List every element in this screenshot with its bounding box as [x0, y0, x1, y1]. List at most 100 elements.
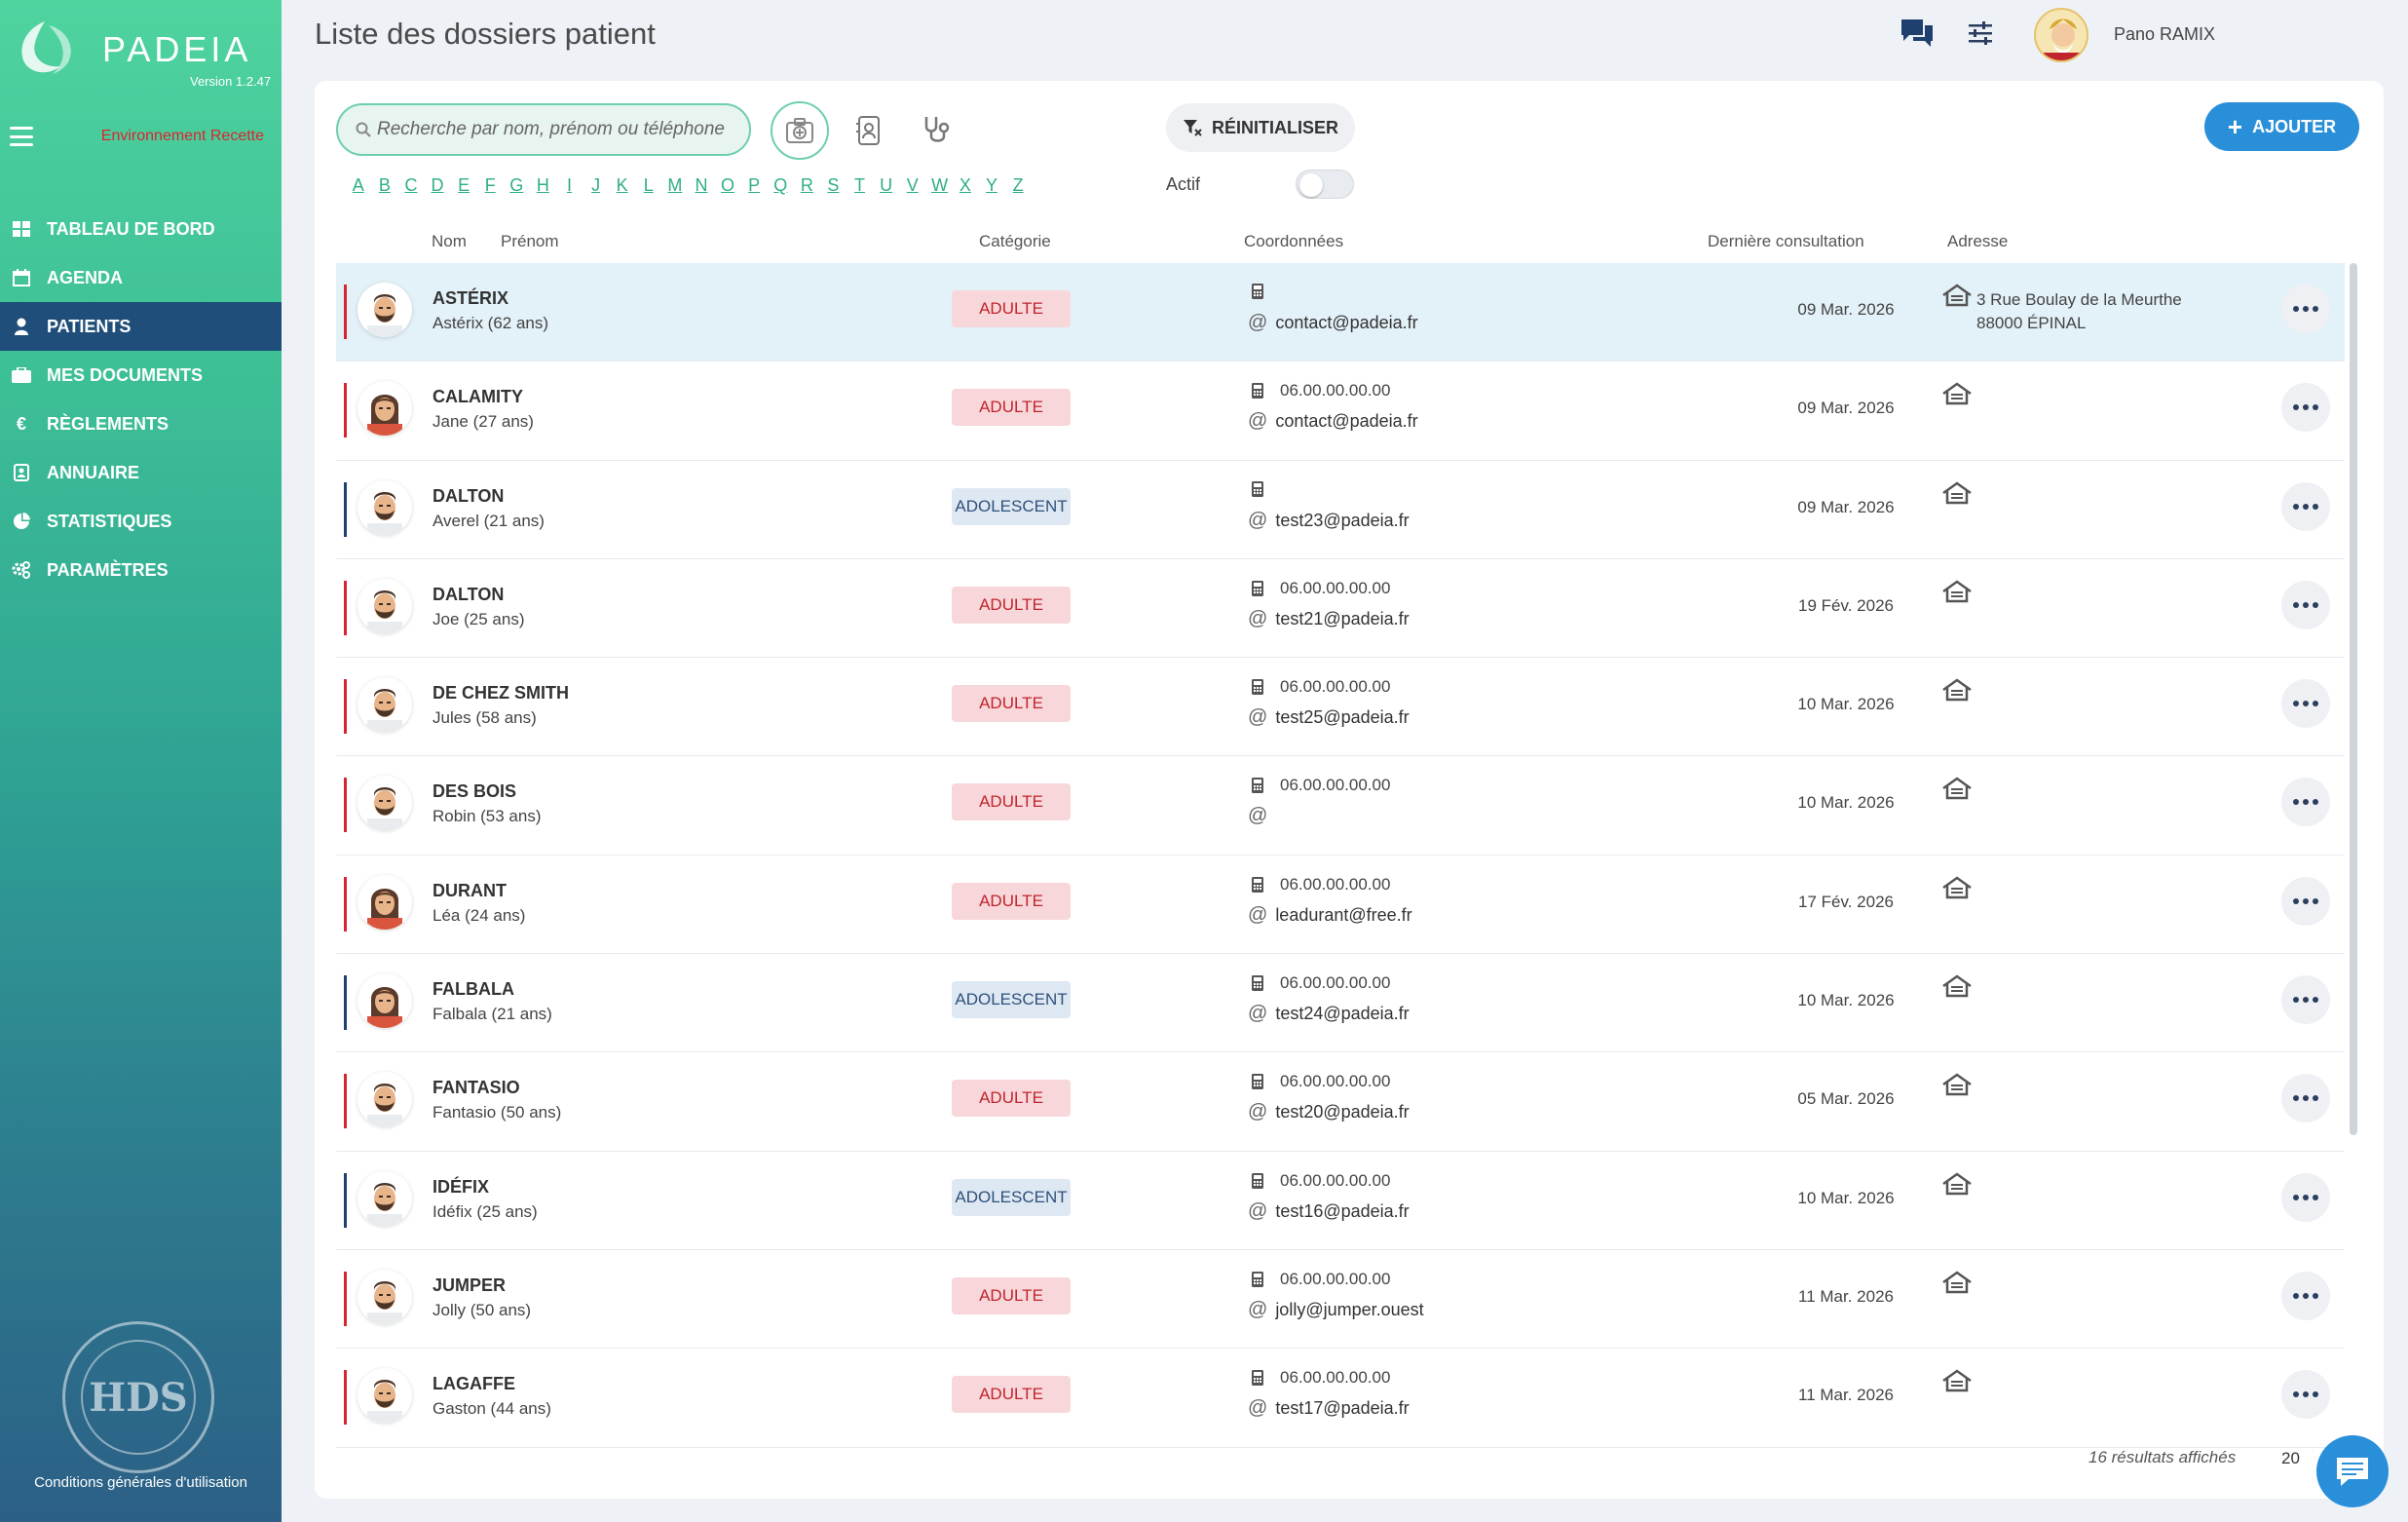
- alphabet-letter-d[interactable]: D: [431, 175, 444, 195]
- results-count: 16 résultats affichés: [2088, 1448, 2237, 1466]
- alphabet-letter-q[interactable]: Q: [773, 175, 788, 195]
- at-icon: @: [1248, 312, 1268, 333]
- search-box[interactable]: [336, 103, 751, 156]
- sidebar-item-label: PARAMÈTRES: [47, 559, 169, 580]
- column-header-coordonnees: Coordonnées: [1244, 232, 1344, 250]
- column-header-nom[interactable]: Nom: [432, 232, 467, 250]
- sidebar-item-patients[interactable]: PATIENTS: [0, 302, 282, 351]
- at-icon: @: [1248, 1003, 1268, 1025]
- alphabet-letter-u[interactable]: U: [880, 175, 893, 195]
- add-patient-button[interactable]: + AJOUTER: [2204, 102, 2359, 151]
- alphabet-letter-o[interactable]: O: [721, 175, 735, 195]
- sidebar-item-label: RÈGLEMENTS: [47, 413, 169, 434]
- cgu-link[interactable]: Conditions générales d'utilisation: [34, 1474, 247, 1491]
- at-icon: @: [1248, 1298, 1268, 1320]
- sidebar-item-tableau-de-bord[interactable]: TABLEAU DE BORD: [0, 205, 282, 253]
- row-actions-button[interactable]: [2281, 1074, 2330, 1123]
- user-avatar[interactable]: [2034, 8, 2088, 62]
- support-chat-button[interactable]: [2316, 1435, 2389, 1507]
- row-actions-button[interactable]: [2281, 778, 2330, 827]
- table-row[interactable]: DURANT Léa (24 ans) ADULTE 06.00.00.00.00 @ l…: [336, 856, 2345, 955]
- column-header-categorie[interactable]: Catégorie: [979, 232, 1051, 250]
- alphabet-letter-n[interactable]: N: [695, 175, 708, 195]
- last-consultation-date: 17 Fév. 2026: [1798, 892, 1894, 911]
- sidebar-item-reglements[interactable]: € RÈGLEMENTS: [0, 400, 282, 448]
- sidebar-item-agenda[interactable]: AGENDA: [0, 253, 282, 302]
- row-actions-button[interactable]: [2281, 1370, 2330, 1420]
- alphabet-letter-f[interactable]: F: [484, 175, 496, 195]
- filter-stethoscope-icon[interactable]: [908, 101, 966, 160]
- phone-number: 06.00.00.00.00: [1280, 578, 1391, 597]
- sidebar-item-statistiques[interactable]: STATISTIQUES: [0, 497, 282, 546]
- sidebar-item-annuaire[interactable]: ANNUAIRE: [0, 448, 282, 497]
- table-row[interactable]: LAGAFFE Gaston (44 ans) ADULTE 06.00.00.00.…: [336, 1349, 2345, 1448]
- per-page-select[interactable]: 20: [2281, 1449, 2300, 1467]
- sidebar-item-label: PATIENTS: [47, 316, 132, 336]
- alphabet-letter-j[interactable]: J: [591, 175, 601, 195]
- alphabet-letter-m[interactable]: M: [667, 175, 683, 195]
- table-row[interactable]: FALBALA Falbala (21 ans) ADOLESCENT 06.00.0…: [336, 954, 2345, 1053]
- patient-phone: 06.00.00.00.00: [1251, 579, 1390, 598]
- alphabet-letter-x[interactable]: X: [959, 175, 971, 195]
- table-row[interactable]: DALTON Averel (21 ans) ADOLESCENT @ test23@p…: [336, 461, 2345, 559]
- menu-toggle-icon[interactable]: [10, 127, 33, 146]
- table-row[interactable]: FANTASIO Fantasio (50 ans) ADULTE 06.00.00.…: [336, 1052, 2345, 1152]
- patient-avatar: [357, 1269, 412, 1324]
- filter-contact-card-icon[interactable]: [840, 101, 898, 160]
- row-actions-button[interactable]: [2281, 679, 2330, 729]
- alphabet-letter-e[interactable]: E: [458, 175, 470, 195]
- sidebar-item-parametres[interactable]: PARAMÈTRES: [0, 546, 282, 594]
- table-scrollbar[interactable]: [2350, 263, 2357, 1135]
- user-name[interactable]: Pano RAMIX: [2114, 24, 2216, 44]
- patient-first-name-age: Jane (27 ans): [433, 412, 534, 432]
- filter-medical-folder-icon[interactable]: [771, 101, 829, 160]
- alphabet-letter-p[interactable]: P: [748, 175, 761, 195]
- category-indicator-bar: [344, 679, 347, 735]
- alphabet-letter-v[interactable]: V: [906, 175, 919, 195]
- alphabet-letter-z[interactable]: Z: [1012, 175, 1024, 195]
- patient-first-name-age: Averel (21 ans): [433, 511, 545, 530]
- table-row[interactable]: DES BOIS Robin (53 ans) ADULTE 06.00.00.00.…: [336, 756, 2345, 856]
- alphabet-letter-r[interactable]: R: [800, 175, 813, 195]
- actif-toggle[interactable]: [1296, 170, 1354, 199]
- alphabet-letter-t[interactable]: T: [854, 175, 866, 195]
- row-actions-button[interactable]: [2281, 580, 2330, 629]
- row-actions-button[interactable]: [2281, 876, 2330, 926]
- alphabet-letter-y[interactable]: Y: [985, 175, 997, 195]
- alphabet-letter-h[interactable]: H: [536, 175, 549, 195]
- alphabet-letter-l[interactable]: L: [643, 175, 654, 195]
- phone-icon: [1252, 284, 1263, 299]
- reset-filters-button[interactable]: RÉINITIALISER: [1166, 103, 1355, 152]
- row-actions-button[interactable]: [2281, 481, 2330, 531]
- row-actions-button[interactable]: [2281, 1271, 2330, 1320]
- table-row[interactable]: IDÉFIX Idéfix (25 ans) ADOLESCENT 06.00.00.…: [336, 1152, 2345, 1250]
- row-actions-button[interactable]: [2281, 285, 2330, 333]
- category-indicator-bar: [344, 876, 347, 932]
- table-row[interactable]: ASTÉRIX Astérix (62 ans) ADULTE @ contact@pa…: [336, 263, 2345, 362]
- alphabet-letter-i[interactable]: I: [566, 175, 572, 195]
- table-row[interactable]: CALAMITY Jane (27 ans) ADULTE 06.00.00.00.0…: [336, 361, 2345, 461]
- search-input[interactable]: [377, 119, 728, 140]
- alphabet-letter-w[interactable]: W: [931, 175, 949, 195]
- column-header-derniere-consultation[interactable]: Dernière consultation: [1708, 232, 1864, 250]
- alphabet-letter-b[interactable]: B: [378, 175, 391, 195]
- alphabet-letter-a[interactable]: A: [352, 175, 364, 195]
- alphabet-letter-g[interactable]: G: [509, 175, 524, 195]
- alphabet-letter-k[interactable]: K: [616, 175, 628, 195]
- category-badge: ADULTE: [952, 1080, 1071, 1118]
- row-actions-button[interactable]: [2281, 383, 2330, 433]
- alphabet-letter-s[interactable]: S: [827, 175, 840, 195]
- table-row[interactable]: DALTON Joe (25 ans) ADULTE 06.00.00.00.00 @ t…: [336, 559, 2345, 659]
- row-actions-button[interactable]: [2281, 975, 2330, 1025]
- sidebar-item-mes-documents[interactable]: MES DOCUMENTS: [0, 351, 282, 400]
- chat-bubbles-icon[interactable]: [1898, 18, 1937, 49]
- patient-last-name: DES BOIS: [433, 781, 517, 802]
- table-row[interactable]: DE CHEZ SMITH Jules (58 ans) ADULTE 06.00.0…: [336, 658, 2345, 757]
- row-actions-button[interactable]: [2281, 1172, 2330, 1222]
- patient-avatar: [357, 677, 412, 733]
- alphabet-letter-c[interactable]: C: [404, 175, 418, 195]
- at-icon: @: [1248, 903, 1268, 926]
- table-row[interactable]: JUMPER Jolly (50 ans) ADULTE 06.00.00.00.00…: [336, 1250, 2345, 1350]
- column-header-prenom[interactable]: Prénom: [501, 232, 559, 250]
- settings-sliders-icon[interactable]: [1961, 18, 2000, 49]
